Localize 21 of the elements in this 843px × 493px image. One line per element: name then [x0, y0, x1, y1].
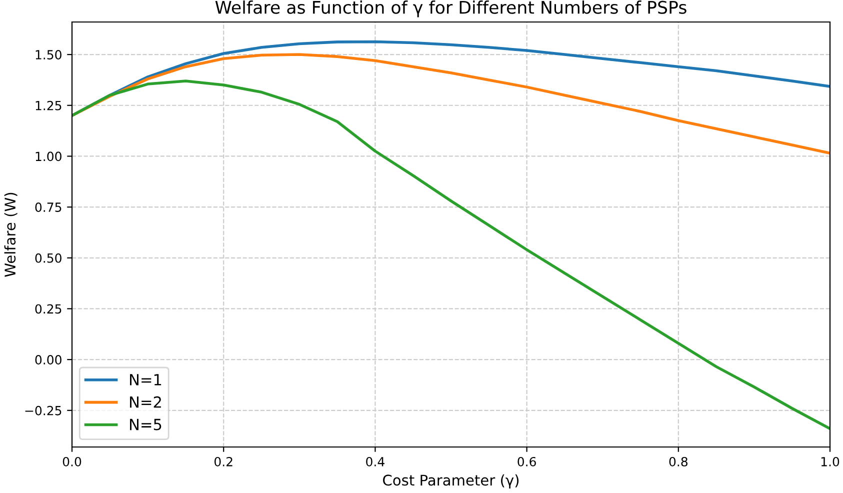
legend-label: N=5 [130, 418, 162, 430]
y-tick-label: 1.50 [36, 50, 62, 60]
x-tick-label: 1.0 [821, 456, 840, 466]
x-tick-label: 0.2 [214, 456, 232, 466]
y-tick-label: 0.75 [35, 202, 62, 212]
x-tick-label: 0.6 [518, 456, 536, 466]
x-tick-label: 0.4 [366, 456, 384, 466]
y-tick-label: −0.25 [25, 406, 62, 416]
x-tick-label: 0.8 [669, 456, 688, 466]
x-tick-label: 0.0 [62, 456, 82, 466]
x-axis-title: Cost Parameter (γ) [383, 474, 519, 488]
y-axis-title: Welfare (W) [4, 192, 18, 277]
line-series [72, 80, 830, 430]
legend-label: N=1 [130, 374, 162, 386]
y-tick-label: 0.00 [35, 355, 62, 364]
y-tick-label: 0.50 [35, 253, 62, 263]
chart-title: Welfare as Function of γ for Different Numbers of PSPs [215, 0, 686, 18]
y-tick-label: 0.25 [35, 304, 62, 314]
y-tick-label: 1.25 [36, 100, 62, 110]
y-tick-label: 1.00 [36, 152, 62, 162]
legend-label: N=2 [130, 396, 161, 408]
